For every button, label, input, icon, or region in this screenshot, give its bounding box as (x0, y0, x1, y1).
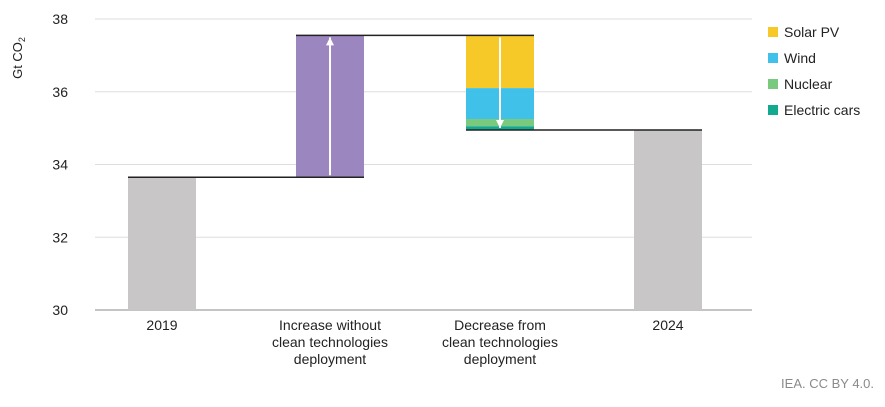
legend-swatch (768, 79, 778, 89)
change-arrow (496, 37, 504, 128)
legend-label: Electric cars (784, 102, 860, 118)
legend-label: Nuclear (784, 76, 833, 92)
source-note: IEA. CC BY 4.0. (781, 376, 874, 391)
bar-total (634, 129, 702, 310)
x-category-label: Increase without clean technologies deploy… (272, 317, 388, 367)
x-category-label: 2019 (146, 317, 177, 333)
y-tick-labels: 30 32 34 36 38 (52, 11, 68, 318)
y-tick-label: 38 (52, 11, 68, 27)
bars (128, 35, 702, 310)
legend-item: Nuclear (768, 76, 833, 92)
y-axis-label-subscript: 2 (17, 37, 27, 42)
x-category-label: 2024 (652, 317, 683, 333)
change-arrow (326, 37, 334, 176)
y-tick-label: 34 (52, 157, 68, 173)
legend-swatch (768, 105, 778, 115)
y-axis-label: Gt CO2 (10, 37, 27, 79)
bar-total (128, 177, 196, 310)
y-tick-label: 36 (52, 84, 68, 100)
y-tick-label: 32 (52, 229, 68, 245)
bar-decrease-electric-cars (466, 126, 534, 130)
y-tick-label: 30 (52, 302, 68, 318)
y-axis-label-main: Gt CO (10, 42, 25, 79)
connectors (128, 34, 702, 178)
legend-item: Solar PV (768, 24, 840, 40)
legend-swatch (768, 53, 778, 63)
legend-item: Electric cars (768, 102, 860, 118)
legend: Solar PV Wind Nuclear Electric cars (768, 24, 860, 118)
legend-label: Wind (784, 50, 816, 66)
arrows (326, 37, 504, 176)
x-category-label: Decrease from clean technologies deploymen… (442, 317, 558, 367)
legend-item: Wind (768, 50, 816, 66)
x-category-labels: 2019 Increase without clean technologies de… (146, 317, 683, 367)
legend-swatch (768, 27, 778, 37)
legend-label: Solar PV (784, 24, 840, 40)
